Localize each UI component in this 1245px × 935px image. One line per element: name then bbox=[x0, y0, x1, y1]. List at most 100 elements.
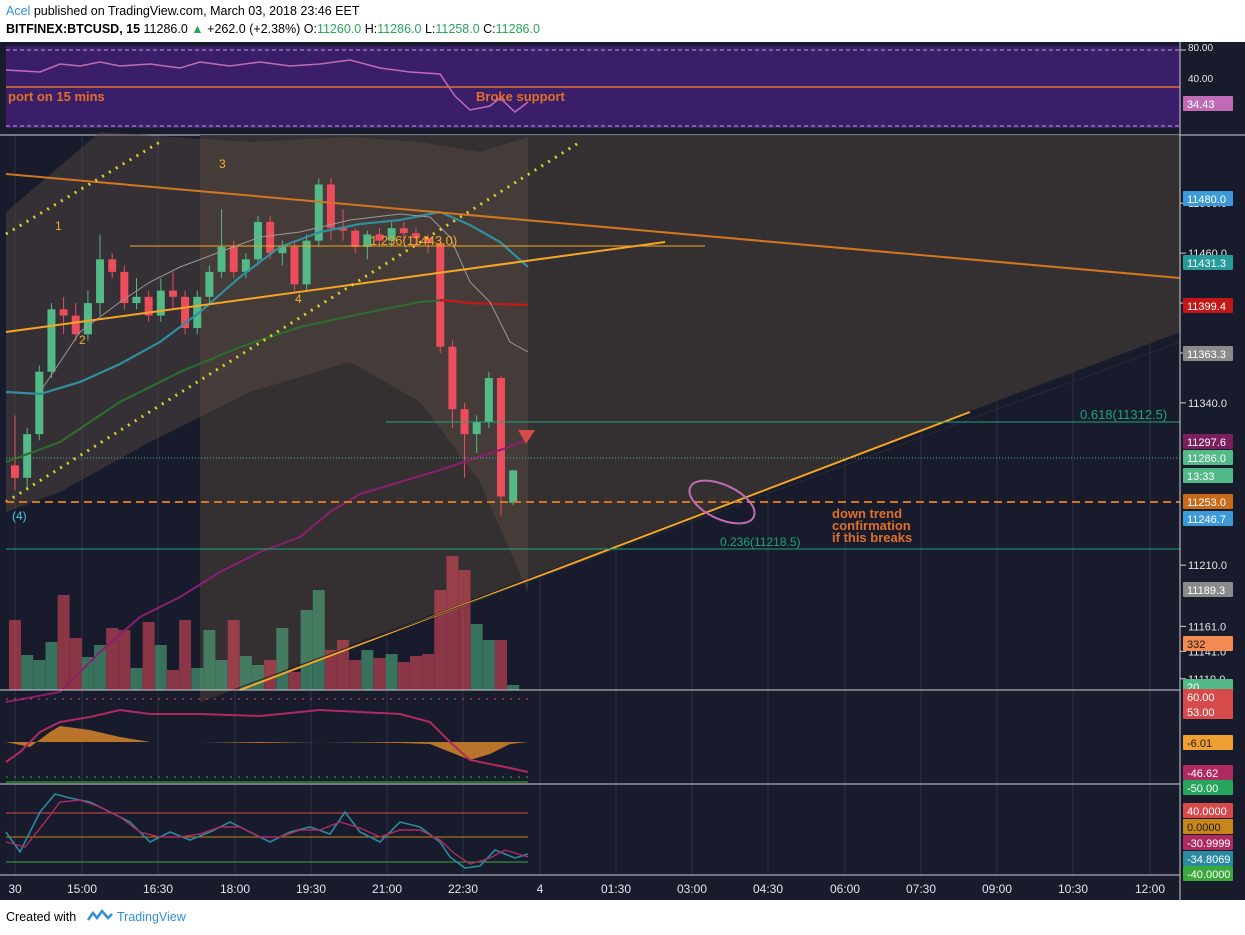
oscillator-panel-1 bbox=[5, 698, 529, 783]
author-link[interactable]: Acel bbox=[6, 4, 31, 18]
price-badge-label: 13:33 bbox=[1187, 471, 1215, 483]
candle-body bbox=[484, 377, 493, 422]
price-badge bbox=[1183, 582, 1233, 597]
rising-support-line bbox=[5, 241, 666, 333]
volume-bar bbox=[69, 638, 82, 690]
rsi-panel: port on 15 mins Broke support bbox=[5, 46, 1180, 128]
price-badge bbox=[1183, 255, 1233, 270]
time-axis bbox=[0, 876, 1245, 900]
wave-label-2: 2 bbox=[79, 333, 86, 347]
candle-body bbox=[59, 309, 68, 316]
price-badge bbox=[1183, 434, 1233, 449]
candle-body bbox=[387, 228, 396, 241]
chart-canvas[interactable]: port on 15 mins Broke support 1.236(1144… bbox=[0, 42, 1245, 900]
candle-body bbox=[217, 246, 226, 272]
volume-bar bbox=[179, 620, 192, 690]
volume-bar bbox=[118, 630, 131, 690]
volume-bar bbox=[446, 556, 459, 690]
channel-lower bbox=[5, 140, 581, 504]
volume-bar bbox=[215, 660, 228, 690]
volume-bar bbox=[373, 658, 386, 690]
price-badge bbox=[1183, 866, 1233, 881]
candle-body bbox=[314, 184, 323, 241]
volume-bar bbox=[57, 595, 70, 690]
wave-label-4: 4 bbox=[295, 292, 302, 306]
wave-label-3: 3 bbox=[219, 157, 226, 171]
high-label: H: bbox=[364, 22, 378, 36]
price-badge-label: -40.0000 bbox=[1187, 869, 1230, 881]
price-badge bbox=[1183, 191, 1233, 206]
time-axis-labels: 30 15:00 16:30 18:00 19:30 21:00 22:30 4 01:30 03… bbox=[8, 882, 1165, 896]
candle-body bbox=[436, 243, 445, 347]
volume-bar bbox=[154, 645, 167, 690]
price-tick-label: 11210.0 bbox=[1188, 560, 1227, 572]
wave-label-1: 1 bbox=[55, 219, 62, 233]
candle-body bbox=[290, 246, 299, 285]
osc2-line-k bbox=[5, 793, 529, 869]
time-tick-label: 4 bbox=[537, 882, 544, 896]
candles bbox=[11, 178, 518, 516]
time-tick-label: 15:00 bbox=[67, 882, 97, 896]
oscillator-panel-2 bbox=[5, 793, 529, 869]
candle-body bbox=[181, 296, 190, 329]
price-badge-label: 11286.0 bbox=[1187, 453, 1226, 465]
price-badge-label: 34.43 bbox=[1187, 99, 1215, 111]
price-tick-label: 11340.0 bbox=[1188, 398, 1227, 410]
rsi-tick-label: 40.00 bbox=[1188, 74, 1213, 85]
sell-arrow-icon bbox=[518, 430, 535, 444]
time-tick-label: 30 bbox=[8, 882, 22, 896]
price-badge-label: 0.0000 bbox=[1187, 822, 1221, 834]
candle-body bbox=[83, 303, 92, 335]
long-trendline bbox=[239, 411, 971, 691]
candle-body bbox=[120, 271, 129, 304]
candle-body bbox=[241, 259, 250, 272]
price-badge-label: -34.8069 bbox=[1187, 854, 1230, 866]
volume-bar bbox=[495, 640, 507, 690]
fast-ma bbox=[39, 213, 529, 393]
wedge-shade bbox=[200, 135, 1180, 702]
candle-body bbox=[302, 240, 311, 285]
volume-bar bbox=[470, 624, 483, 690]
candle-body bbox=[266, 221, 275, 254]
volume-bar bbox=[21, 655, 34, 690]
candle-body bbox=[229, 246, 238, 272]
rsi-note-left: port on 15 mins bbox=[8, 89, 105, 104]
wave-label-4b: (4) bbox=[12, 509, 27, 523]
volume-bar bbox=[45, 642, 58, 690]
tradingview-link[interactable]: TradingView bbox=[117, 910, 186, 924]
ema-purple bbox=[5, 439, 529, 703]
volume-bar bbox=[239, 656, 252, 690]
candle-body bbox=[424, 238, 433, 244]
volume-bar bbox=[422, 654, 435, 690]
price-badges: 11480.0 11431.3 11399.4 11363.3 11297.6 11286… bbox=[1183, 96, 1233, 881]
candle-body bbox=[351, 230, 360, 247]
tradingview-logo-icon[interactable] bbox=[87, 908, 113, 924]
candle-body bbox=[23, 434, 32, 478]
candle-body bbox=[509, 470, 518, 503]
fib-0618-label: 0.618(11312.5) bbox=[1080, 407, 1167, 422]
osc2-line-d bbox=[5, 799, 529, 865]
candle-body bbox=[11, 465, 19, 478]
price-badge bbox=[1183, 704, 1233, 719]
price-badge-label: 40.0000 bbox=[1187, 806, 1227, 818]
price-badge-label: 11399.4 bbox=[1187, 301, 1226, 313]
volume-bar bbox=[191, 668, 204, 690]
price-badge-label: -46.62 bbox=[1187, 768, 1218, 780]
price-change: +262.0 (+2.38%) bbox=[207, 22, 301, 36]
volume-bar bbox=[434, 590, 447, 690]
price-badge bbox=[1183, 851, 1233, 866]
breakout-ellipse bbox=[688, 479, 756, 525]
time-tick-label: 22:30 bbox=[448, 882, 478, 896]
price-badge-label: 11246.7 bbox=[1187, 514, 1226, 526]
note-line-3: if this breaks bbox=[832, 530, 912, 545]
volume-bars bbox=[9, 556, 520, 690]
price-badge bbox=[1183, 494, 1233, 509]
time-tick-label: 01:30 bbox=[601, 882, 631, 896]
candle-body bbox=[363, 234, 372, 247]
price-badge bbox=[1183, 780, 1233, 795]
note-line-2: confirmation bbox=[832, 518, 911, 533]
volume-bar bbox=[81, 657, 94, 690]
candle-body bbox=[448, 346, 457, 410]
price-badge-label: 332 bbox=[1187, 639, 1205, 651]
time-tick-label: 04:30 bbox=[753, 882, 783, 896]
